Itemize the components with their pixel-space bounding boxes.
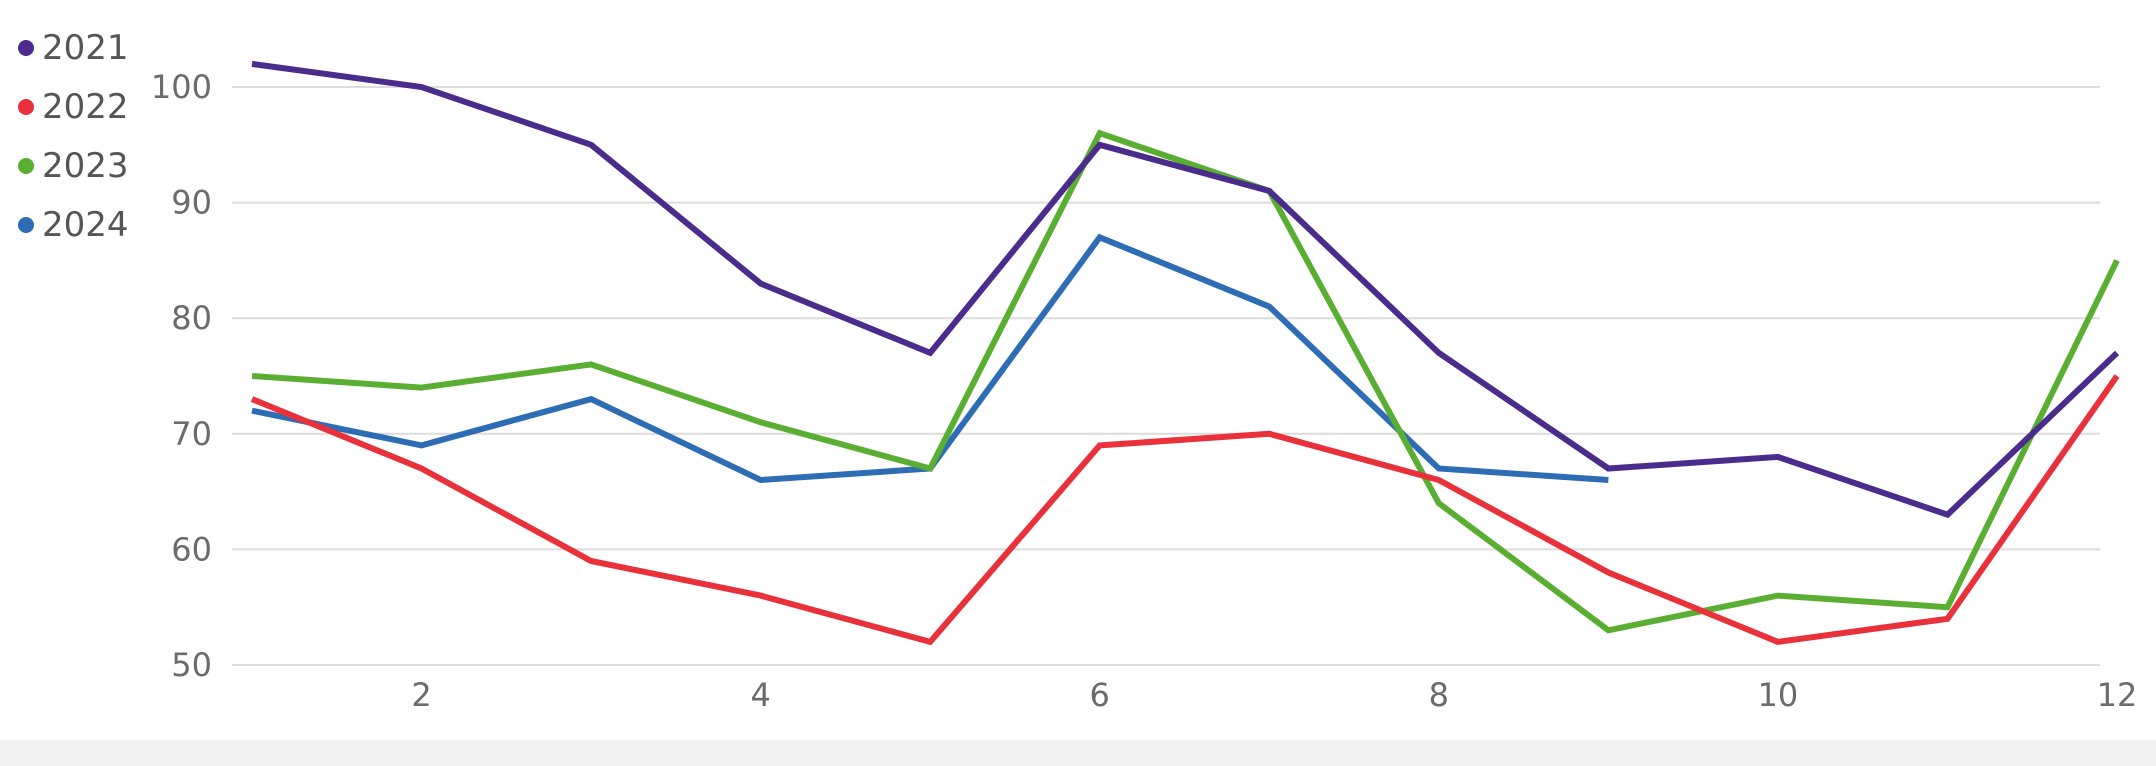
y-tick-label: 90 [171,184,212,222]
x-tick-label: 6 [1090,676,1110,714]
y-tick-label: 100 [151,68,212,106]
legend-swatch-icon [18,39,34,56]
series-lines [250,60,2120,646]
y-tick-label: 60 [171,530,212,568]
legend-item-2021[interactable]: 2021 [18,18,129,77]
legend-label: 2021 [42,27,129,68]
legend-swatch-icon [18,157,34,174]
chart-card: 50 60 70 80 90 100 2 4 6 8 10 12 2021 2022 2023 2024 [0,0,2156,740]
y-tick-label: 50 [171,646,212,684]
series-line-2022 [250,374,2120,646]
series-line-2023 [251,129,2120,634]
legend-swatch-icon [18,216,34,233]
legend-item-2022[interactable]: 2022 [18,77,129,136]
line-chart: 50 60 70 80 90 100 2 4 6 8 10 12 [151,60,2137,714]
x-tick-label: 2 [411,676,431,714]
legend-label: 2024 [42,204,129,245]
x-tick-label: 12 [2097,676,2138,714]
x-tick-label: 8 [1429,676,1449,714]
legend-item-2023[interactable]: 2023 [18,136,129,195]
legend-label: 2023 [42,145,129,186]
legend-item-2024[interactable]: 2024 [18,195,129,254]
series-line-2021 [251,60,2120,519]
grid-lines [232,86,2100,666]
x-axis-ticks: 2 4 6 8 10 12 [411,676,2137,714]
legend-swatch-icon [18,98,34,115]
x-tick-label: 4 [750,676,770,714]
y-tick-label: 80 [171,299,212,337]
legend-label: 2022 [42,86,129,127]
x-tick-label: 10 [1758,676,1799,714]
legend: 2021 2022 2023 2024 [18,18,129,254]
y-axis-ticks: 50 60 70 80 90 100 [151,68,212,684]
y-tick-label: 70 [171,415,212,453]
